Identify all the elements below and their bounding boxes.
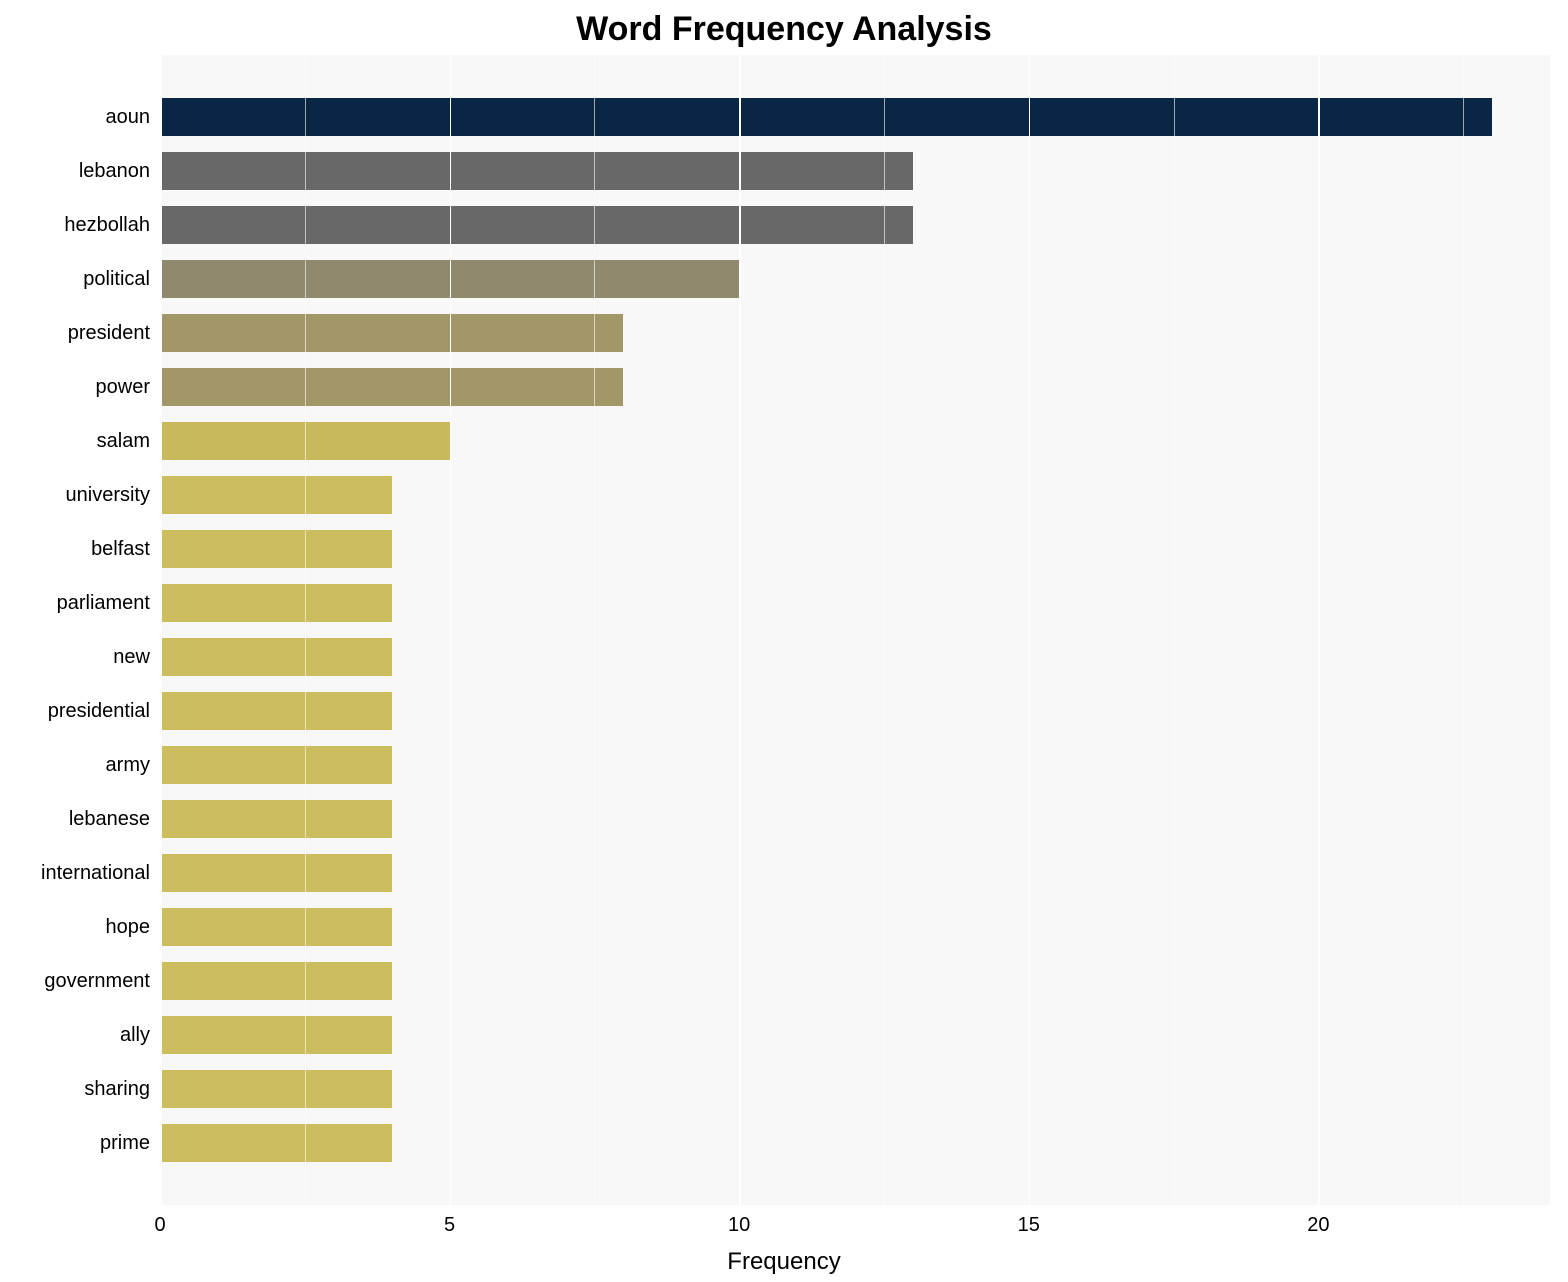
bar bbox=[160, 854, 392, 892]
bar bbox=[160, 584, 392, 622]
bar bbox=[160, 1070, 392, 1108]
plot-area bbox=[160, 55, 1550, 1205]
y-tick-label: international bbox=[0, 854, 150, 892]
y-tick-label: sharing bbox=[0, 1070, 150, 1108]
y-tick-label: political bbox=[0, 260, 150, 298]
bar bbox=[160, 962, 392, 1000]
x-tick-label: 15 bbox=[1018, 1214, 1040, 1237]
bar bbox=[160, 1124, 392, 1162]
grid-major bbox=[160, 55, 162, 1205]
grid-minor bbox=[884, 55, 885, 1205]
grid-minor bbox=[1174, 55, 1175, 1205]
y-tick-label: ally bbox=[0, 1016, 150, 1054]
grid-minor bbox=[1463, 55, 1464, 1205]
bar bbox=[160, 98, 1492, 136]
grid-minor bbox=[305, 55, 306, 1205]
bar bbox=[160, 1016, 392, 1054]
y-tick-label: hope bbox=[0, 908, 150, 946]
y-tick-label: lebanese bbox=[0, 800, 150, 838]
y-tick-label: new bbox=[0, 638, 150, 676]
bar bbox=[160, 476, 392, 514]
bar bbox=[160, 692, 392, 730]
y-tick-label: lebanon bbox=[0, 152, 150, 190]
bar bbox=[160, 638, 392, 676]
y-tick-label: army bbox=[0, 746, 150, 784]
y-tick-label: belfast bbox=[0, 530, 150, 568]
y-tick-label: prime bbox=[0, 1124, 150, 1162]
y-tick-label: government bbox=[0, 962, 150, 1000]
bar bbox=[160, 908, 392, 946]
bar bbox=[160, 152, 913, 190]
y-tick-label: parliament bbox=[0, 584, 150, 622]
x-tick-label: 0 bbox=[154, 1214, 165, 1237]
y-tick-label: hezbollah bbox=[0, 206, 150, 244]
bar bbox=[160, 746, 392, 784]
y-tick-label: president bbox=[0, 314, 150, 352]
grid-minor bbox=[594, 55, 595, 1205]
bar bbox=[160, 530, 392, 568]
bar bbox=[160, 206, 913, 244]
chart-container: Word Frequency Analysis Frequency 0 5 10 15… bbox=[0, 0, 1568, 1282]
x-tick-label: 10 bbox=[728, 1214, 750, 1237]
bar bbox=[160, 800, 392, 838]
chart-title: Word Frequency Analysis bbox=[0, 10, 1568, 49]
y-tick-label: university bbox=[0, 476, 150, 514]
x-tick-label: 20 bbox=[1307, 1214, 1329, 1237]
y-tick-label: aoun bbox=[0, 98, 150, 136]
grid-major bbox=[739, 55, 741, 1205]
grid-major bbox=[450, 55, 452, 1205]
grid-major bbox=[1029, 55, 1031, 1205]
bars-layer bbox=[160, 55, 1550, 1205]
y-tick-label: power bbox=[0, 368, 150, 406]
grid-major bbox=[1318, 55, 1320, 1205]
x-axis-title: Frequency bbox=[0, 1248, 1568, 1276]
bar bbox=[160, 368, 623, 406]
x-tick-label: 5 bbox=[444, 1214, 455, 1237]
bar bbox=[160, 314, 623, 352]
y-tick-label: salam bbox=[0, 422, 150, 460]
y-tick-label: presidential bbox=[0, 692, 150, 730]
